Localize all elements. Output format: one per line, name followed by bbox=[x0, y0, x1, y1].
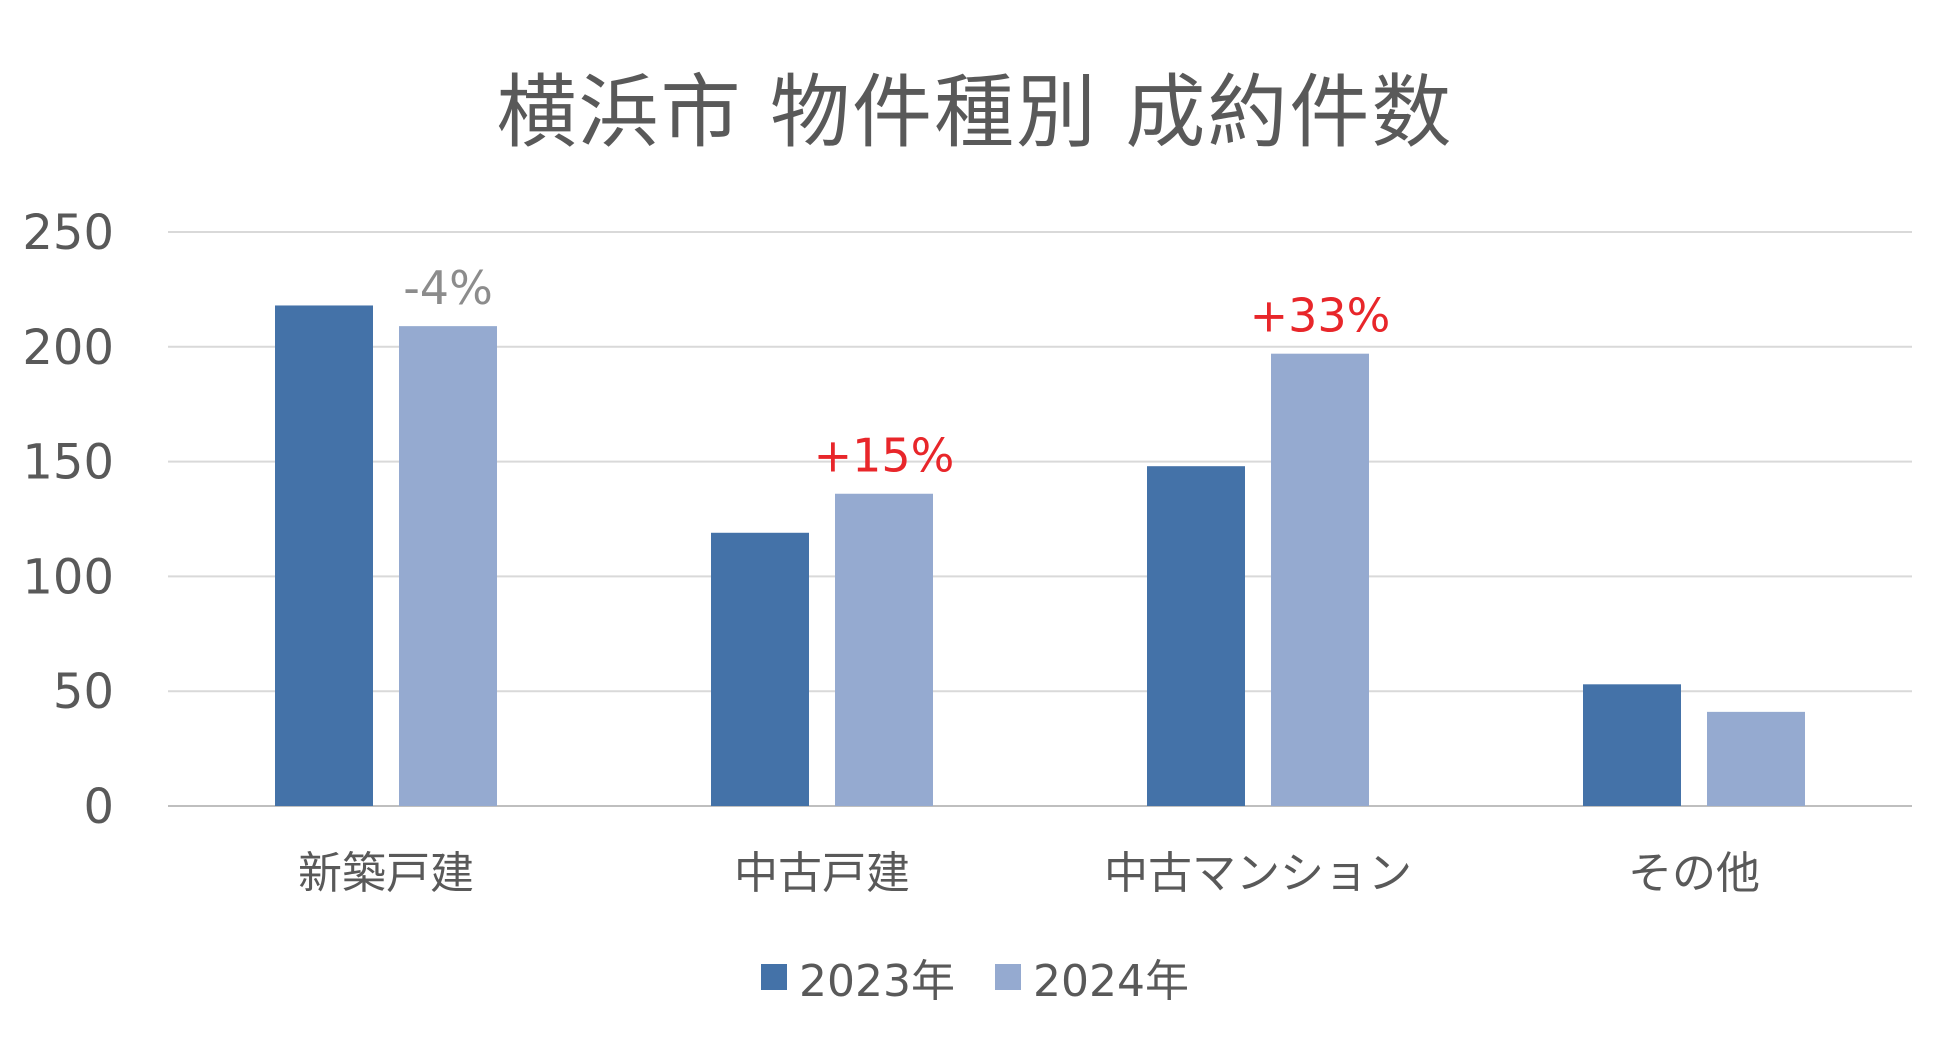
x-category-label: 中古戸建 bbox=[734, 848, 910, 899]
legend-label-2023: 2023年 bbox=[799, 956, 955, 1007]
y-tick-label: 100 bbox=[22, 549, 114, 605]
legend-label-2024: 2024年 bbox=[1033, 956, 1189, 1007]
legend-swatch-2023 bbox=[761, 964, 788, 990]
bar-2024 bbox=[1271, 353, 1369, 806]
chart-title: 横浜市 物件種別 成約件数 bbox=[496, 66, 1454, 159]
legend-swatch-2024 bbox=[995, 964, 1021, 990]
change-annotation: +15% bbox=[814, 429, 955, 483]
y-tick-label: 50 bbox=[53, 664, 114, 720]
x-category-label: 新築戸建 bbox=[298, 848, 474, 899]
x-category-label: 中古マンション bbox=[1104, 848, 1412, 899]
annotations: -4% +15% +33% bbox=[403, 261, 1390, 483]
change-annotation: +33% bbox=[1250, 289, 1391, 343]
legend: 2023年 2024年 bbox=[0, 945, 1950, 1009]
bar-2024 bbox=[399, 326, 497, 806]
bar-2023 bbox=[275, 305, 373, 806]
bar-2023 bbox=[1147, 466, 1245, 806]
legend-item-2024: 2024年 bbox=[995, 945, 1189, 1009]
bar-2024 bbox=[835, 493, 933, 806]
change-annotation: -4% bbox=[403, 261, 493, 315]
legend-item-2023: 2023年 bbox=[761, 945, 955, 1009]
bar-2024 bbox=[1707, 711, 1805, 806]
y-tick-label: 250 bbox=[22, 205, 114, 261]
bar-2023 bbox=[711, 532, 809, 806]
y-tick-label: 150 bbox=[22, 435, 114, 491]
bar-2023 bbox=[1583, 684, 1681, 806]
y-tick-label: 200 bbox=[22, 320, 114, 376]
bars bbox=[275, 305, 1805, 806]
y-axis-ticks: 0 50 100 150 200 250 bbox=[22, 205, 114, 835]
y-tick-label: 0 bbox=[83, 779, 114, 835]
x-category-label: その他 bbox=[1628, 848, 1760, 899]
x-axis-categories: 新築戸建 中古戸建 中古マンション その他 bbox=[298, 848, 1760, 899]
